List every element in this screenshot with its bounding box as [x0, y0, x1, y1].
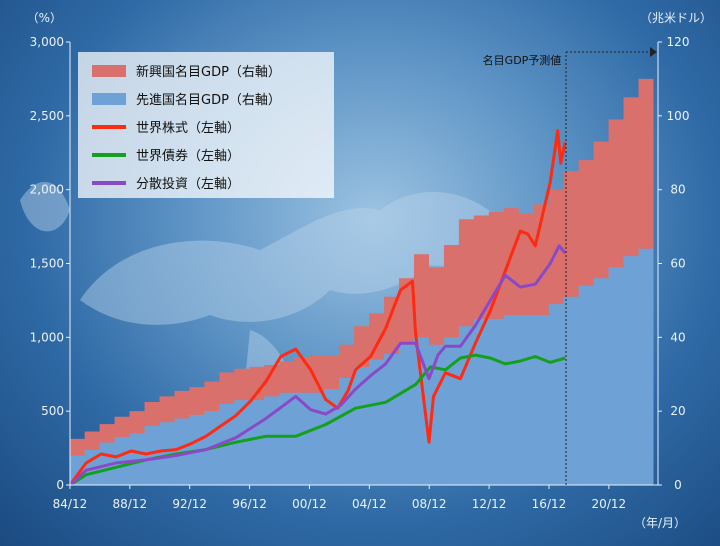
x-tick-label: 08/12	[412, 497, 447, 511]
right-tick-label: 20	[670, 404, 685, 418]
legend-label-developed: 先進国名目GDP（右軸）	[136, 92, 281, 108]
x-tick-label: 04/12	[352, 497, 387, 511]
x-tick-label: 00/12	[292, 497, 327, 511]
forecast-arrow-icon	[650, 47, 657, 57]
left-axis-unit: （%）	[27, 11, 62, 25]
x-axis: 84/12 88/12 92/12 96/12 00/12 04/12 08/12 12/12…	[53, 484, 658, 511]
right-axis-unit: （兆米ドル）	[640, 11, 712, 25]
legend-label-diversified: 分散投資（左軸）	[136, 176, 240, 192]
series-line-diversified	[68, 244, 567, 487]
legend-label-world_equity: 世界株式（左軸）	[136, 121, 240, 136]
legend-swatch-emerging	[92, 65, 126, 77]
x-tick-label: 92/12	[172, 497, 207, 511]
right-tick-label: 100	[667, 109, 690, 123]
x-axis-unit: （年/月）	[634, 516, 686, 530]
developed-gdp-area	[69, 248, 654, 485]
left-tick-label: 1,000	[30, 330, 64, 344]
left-tick-label: 3,000	[30, 35, 64, 49]
x-tick-label: 84/12	[53, 497, 88, 511]
left-tick-label: 500	[41, 404, 64, 418]
x-tick-label: 16/12	[532, 497, 567, 511]
forecast-annotation: 名目GDP予測値	[483, 47, 657, 485]
x-tick-label: 88/12	[113, 497, 148, 511]
right-tick-label: 60	[670, 257, 685, 271]
left-tick-label: 2,000	[30, 183, 64, 197]
right-tick-label: 120	[667, 35, 690, 49]
right-tick-label: 80	[670, 183, 685, 197]
left-tick-label: 1,500	[30, 257, 64, 271]
series-area-developed-gdp	[69, 248, 654, 485]
legend-label-emerging: 新興国名目GDP（右軸）	[136, 64, 281, 80]
series-lines	[68, 129, 567, 487]
right-tick-label: 0	[674, 478, 682, 492]
legend: 新興国名目GDP（右軸） 先進国名目GDP（右軸） 世界株式（左軸） 世界債券（左軸）…	[78, 52, 334, 198]
legend-swatch-developed	[92, 93, 126, 105]
right-tick-label: 40	[670, 330, 685, 344]
x-tick-label: 12/12	[472, 497, 507, 511]
series-line-world_equity	[68, 129, 567, 486]
right-axis: 0 20 40 60 80 100 120	[657, 35, 690, 492]
x-tick-label: 96/12	[232, 497, 267, 511]
x-tick-label: 20/12	[592, 497, 627, 511]
left-tick-label: 2,500	[30, 109, 64, 123]
left-tick-label: 0	[56, 478, 64, 492]
left-axis: 0 500 1,000 1,500 2,000 2,500 3,000	[30, 35, 71, 492]
legend-label-world_bond: 世界債券（左軸）	[136, 148, 240, 164]
forecast-label: 名目GDP予測値	[483, 53, 562, 67]
